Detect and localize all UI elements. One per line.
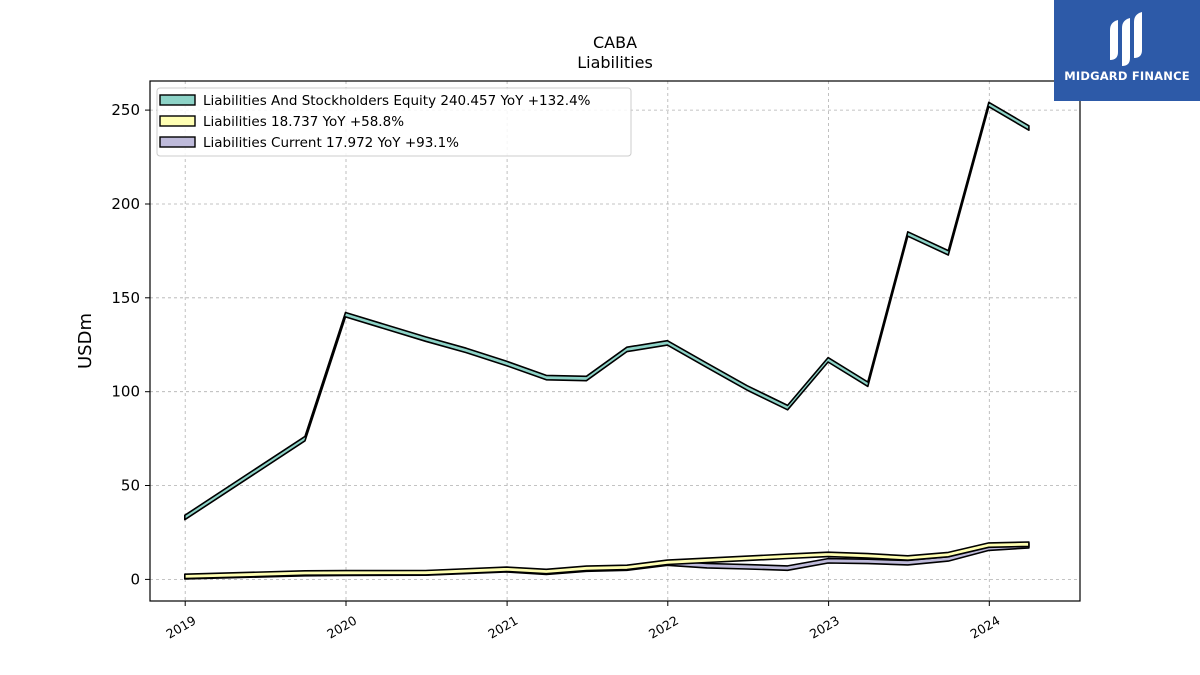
y-tick-label: 0 [130,570,140,588]
midgard-logo-icon [1110,12,1142,66]
legend-swatch [159,115,196,127]
x-tick-label: 2023 [807,613,842,642]
legend-label: Liabilities And Stockholders Equity 240.… [203,93,591,109]
series-layer [184,101,1030,580]
midgard-finance-logo: MIDGARD FINANCE [1054,0,1200,101]
plot-frame [149,80,1081,602]
logo-text: MIDGARD FINANCE [1064,69,1190,83]
legend-swatch [159,136,196,148]
grid [150,81,1080,601]
legend: Liabilities And Stockholders Equity 240.… [156,87,632,157]
x-tick-label: 2019 [163,613,198,642]
x-tick-label: 2024 [968,613,1003,642]
legend-box [156,87,632,157]
x-tick-label: 2021 [485,613,520,642]
legend-swatch [159,94,196,106]
series-band [184,541,1030,580]
chart-subtitle: Liabilities [577,53,653,72]
x-tick-label: 2020 [324,613,359,642]
y-axis-label: USDm [75,313,96,369]
legend-label: Liabilities Current 17.972 YoY +93.1% [203,135,459,151]
y-tick-label: 150 [111,289,140,307]
y-tick-label: 100 [111,383,140,401]
y-tick-label: 200 [111,195,140,213]
y-tick-label: 250 [111,101,140,119]
x-tick-label: 2022 [646,613,681,642]
chart-title: CABA [593,33,637,52]
legend-label: Liabilities 18.737 YoY +58.8% [203,114,404,130]
x-axis: 2019 2020 2021 2022 2023 2024 [163,601,1003,642]
series-band [184,101,1030,521]
y-tick-label: 50 [121,477,140,495]
y-axis: 0 50 100 150 200 250 [111,101,150,588]
